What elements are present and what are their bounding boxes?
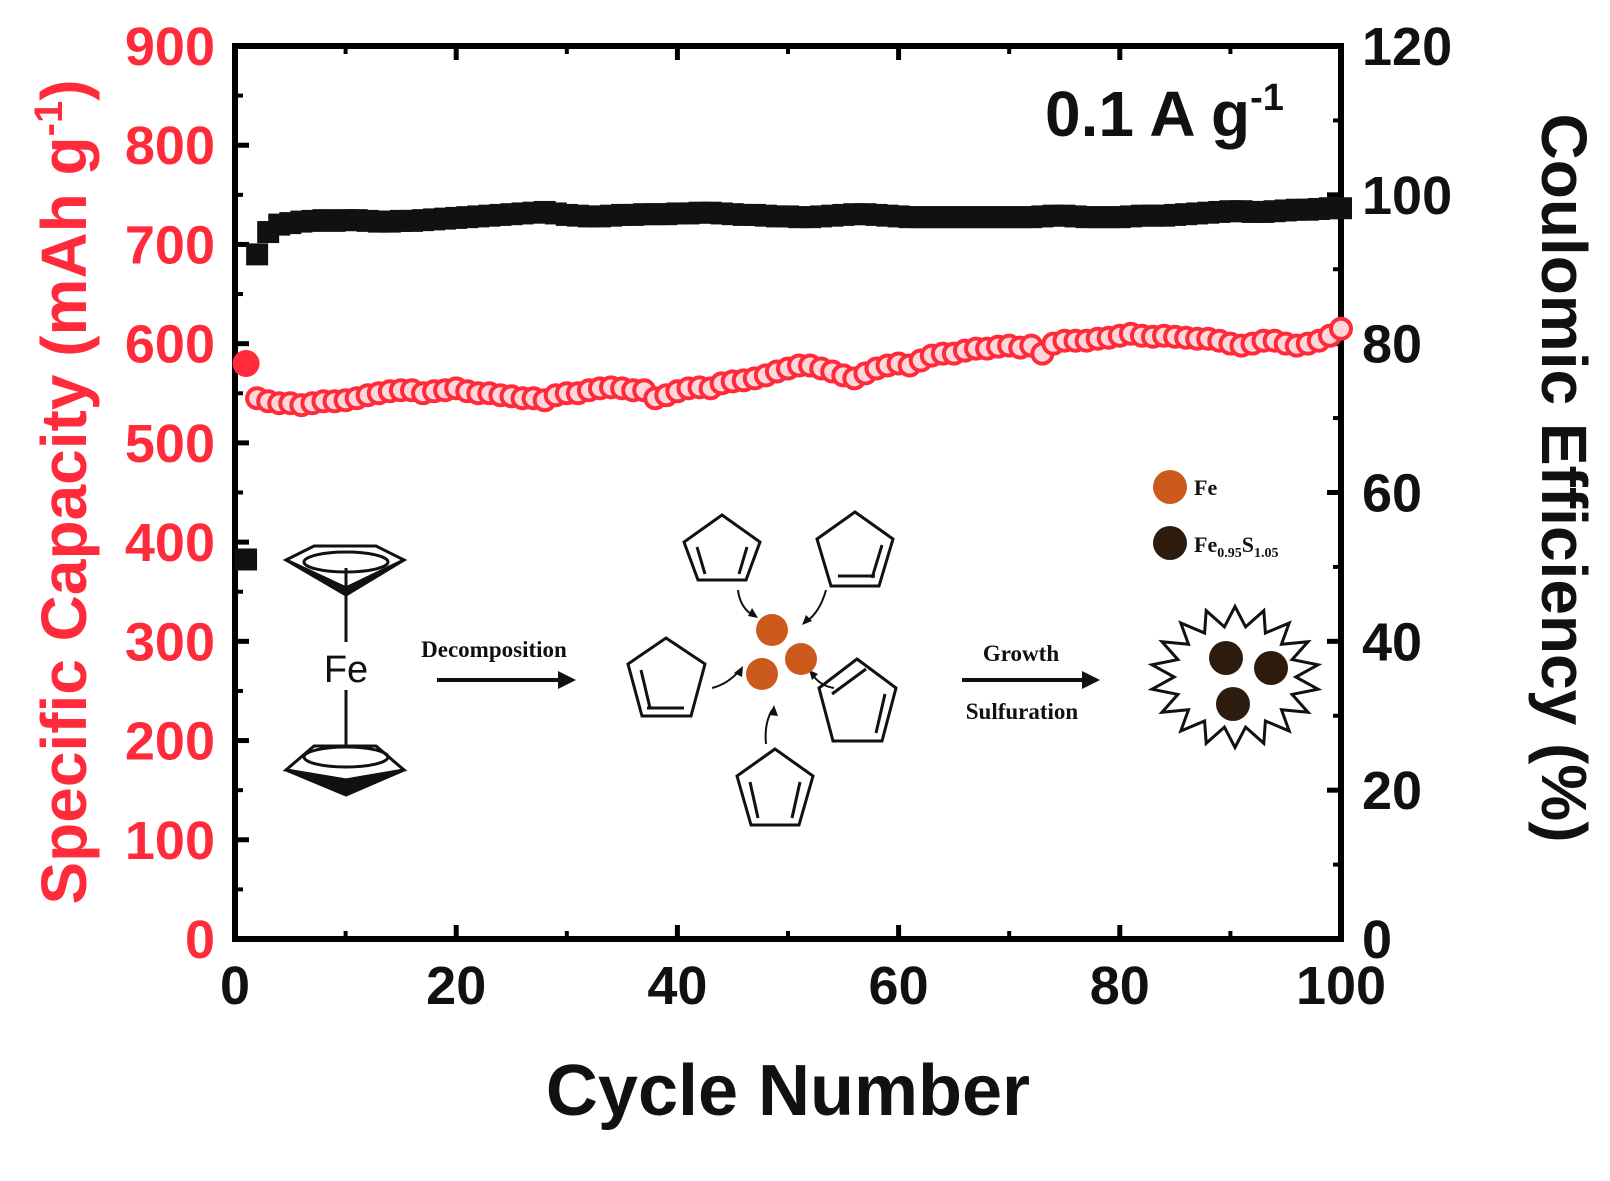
specific-capacity-series [232, 316, 1353, 418]
decomposition-label: Decomposition [421, 637, 567, 662]
fe-particle [785, 643, 817, 675]
legend-fe-swatch [1153, 470, 1187, 504]
carbon-shell-icon [1147, 603, 1323, 751]
y-right-tick-label: 40 [1362, 612, 1422, 672]
y-left-axis-title: Specific Capacity (mAh g-1) [27, 79, 100, 904]
x-tick-label: 80 [1090, 956, 1150, 1016]
y-left-tick-label: 400 [125, 513, 215, 573]
x-tick-label: 0 [220, 956, 250, 1016]
y-right-tick-label: 100 [1362, 166, 1452, 226]
x-axis-title: Cycle Number [546, 1051, 1030, 1131]
growth-label: Growth [983, 641, 1059, 666]
y-left-tick-label: 700 [125, 215, 215, 275]
y-left-tick-label: 0 [185, 910, 215, 970]
cyclopentadienyl-ring-icon [735, 747, 815, 827]
y-right-tick-label: 20 [1362, 761, 1422, 821]
legend-fe-label: Fe [1194, 475, 1217, 500]
legend-fes-label: Fe0.95S1.05 [1194, 532, 1278, 561]
sulfuration-label: Sulfuration [966, 699, 1079, 724]
y-left-tick-label: 100 [125, 811, 215, 871]
ferrocene-fe-label: Fe [324, 649, 368, 691]
capacity-point [232, 350, 260, 378]
x-tick-label: 40 [647, 956, 707, 1016]
cyclopentadienyl-ring-icon [626, 636, 707, 718]
current-density-annotation: 0.1 A g-1 [1045, 77, 1284, 150]
y-right-axis-title: Coulomic Efficiency (%) [1528, 114, 1600, 843]
y-right-tick-label: 120 [1362, 17, 1452, 77]
efficiency-point [246, 243, 269, 266]
efficiency-point [1330, 197, 1352, 220]
y-right-tick-label: 0 [1362, 910, 1392, 970]
y-left-tick-label: 800 [125, 116, 215, 176]
fes-particle [1209, 641, 1243, 675]
y-left-tick-label: 900 [125, 17, 215, 77]
fe-particle [756, 614, 788, 646]
y-left-tick-label: 300 [125, 612, 215, 672]
fes-particle [1216, 687, 1250, 721]
x-tick-label: 100 [1296, 956, 1386, 1016]
synthesis-schematic-inset: Fe Decomposition [282, 470, 1323, 827]
legend-fes-swatch [1153, 526, 1187, 560]
cyclopentadienyl-ring-icon [815, 510, 895, 588]
y-left-tick-label: 600 [125, 315, 215, 375]
cyclopentadienyl-ring-icon [817, 657, 898, 743]
coulombic-efficiency-series [235, 197, 1352, 571]
efficiency-point [235, 548, 258, 571]
x-tick-label: 20 [426, 956, 486, 1016]
cyclopentadienyl-ring-icon [682, 513, 762, 582]
fe-particle [746, 658, 778, 690]
y-left-tick-label: 500 [125, 414, 215, 474]
x-tick-label: 60 [869, 956, 929, 1016]
axis-tick-labels: 0 20 40 60 80 1000100200300400500600700800900… [125, 17, 1452, 1016]
y-left-tick-label: 200 [125, 712, 215, 772]
fes-particle [1254, 651, 1288, 685]
capacity-point [1329, 316, 1353, 341]
ferrocene-molecule-icon [282, 544, 408, 797]
y-right-tick-label: 80 [1362, 315, 1422, 375]
y-right-tick-label: 60 [1362, 464, 1422, 524]
